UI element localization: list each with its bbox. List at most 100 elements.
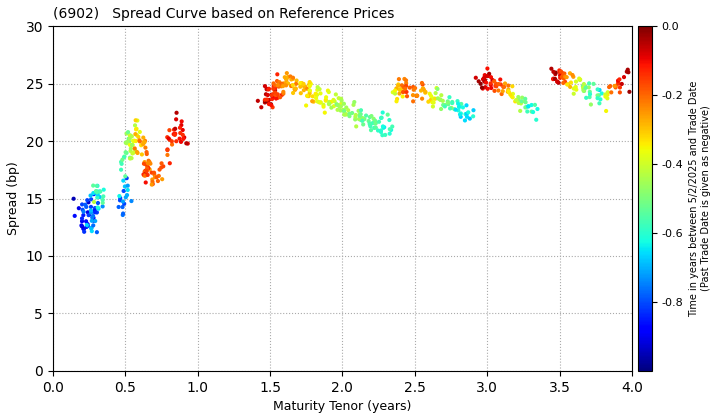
Point [117, 156, 128, 163]
Point [613, 76, 625, 83]
Point [384, 117, 395, 123]
Point [84, 211, 95, 218]
Point [267, 104, 279, 110]
Point [570, 87, 582, 93]
Point [315, 99, 327, 106]
Point [282, 74, 294, 80]
Point [319, 109, 330, 116]
Point [294, 80, 306, 87]
Point [401, 93, 413, 100]
Point [76, 222, 87, 229]
Point [79, 201, 91, 208]
Point [271, 78, 283, 84]
Point [77, 206, 89, 213]
Point [312, 98, 323, 105]
Point [355, 116, 366, 123]
Point [142, 163, 153, 170]
Point [408, 84, 419, 90]
Point [320, 96, 332, 103]
Point [266, 92, 278, 98]
Point [177, 131, 189, 138]
Point [550, 69, 562, 76]
Point [140, 167, 151, 174]
Point [506, 93, 518, 100]
Point [379, 131, 391, 138]
Point [260, 98, 271, 105]
Point [394, 86, 405, 93]
Point [400, 80, 412, 87]
Point [134, 129, 145, 135]
Point [129, 145, 140, 152]
Point [354, 111, 365, 118]
Point [583, 84, 595, 91]
Point [307, 98, 318, 105]
Point [452, 100, 464, 107]
Point [176, 122, 187, 129]
Point [596, 90, 608, 97]
Point [78, 228, 90, 235]
Point [602, 95, 613, 102]
Point [94, 188, 105, 195]
Point [606, 89, 617, 96]
Point [85, 192, 96, 199]
Point [495, 81, 506, 88]
Point [264, 97, 275, 103]
Point [426, 93, 437, 100]
Point [479, 72, 490, 79]
Point [384, 130, 395, 137]
Point [269, 90, 280, 97]
Point [408, 87, 420, 93]
Point [400, 77, 412, 84]
Point [580, 94, 592, 101]
Point [128, 137, 140, 144]
Point [153, 173, 165, 179]
Point [314, 86, 325, 92]
Point [97, 203, 109, 210]
Point [318, 103, 329, 110]
Point [117, 177, 129, 184]
Point [303, 93, 315, 100]
Point [568, 90, 580, 97]
Point [336, 100, 347, 107]
Point [116, 160, 127, 167]
Point [311, 92, 323, 98]
Point [364, 121, 376, 128]
Point [135, 142, 147, 149]
Point [490, 81, 502, 87]
Point [488, 78, 500, 84]
Point [118, 154, 130, 161]
Point [502, 88, 513, 95]
Point [324, 100, 336, 107]
Point [82, 221, 94, 228]
Point [335, 107, 346, 114]
Point [276, 83, 287, 90]
Point [609, 83, 621, 89]
Point [125, 147, 136, 154]
Point [341, 111, 352, 118]
Point [91, 191, 103, 197]
Point [477, 76, 489, 83]
Point [269, 85, 281, 92]
Point [169, 130, 181, 137]
Point [364, 123, 376, 130]
Point [114, 193, 125, 199]
Point [69, 213, 81, 219]
Point [114, 197, 126, 204]
Point [127, 142, 138, 148]
Point [399, 84, 410, 90]
Point [523, 103, 534, 110]
Point [91, 229, 103, 236]
Point [303, 81, 315, 88]
Point [565, 79, 577, 86]
Point [264, 85, 275, 92]
Point [492, 81, 504, 87]
Point [531, 116, 542, 123]
Point [307, 93, 318, 100]
Point [138, 160, 150, 167]
Point [117, 198, 129, 205]
Point [86, 214, 98, 221]
Point [81, 222, 93, 228]
Point [558, 74, 570, 81]
Point [364, 120, 375, 127]
Point [88, 222, 99, 229]
